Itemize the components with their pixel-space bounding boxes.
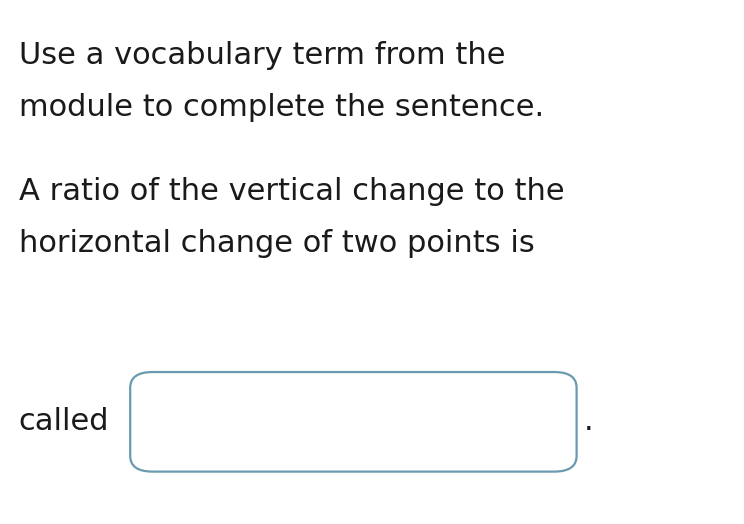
Text: Use a vocabulary term from the: Use a vocabulary term from the [19,40,505,70]
Text: A ratio of the vertical change to the: A ratio of the vertical change to the [19,177,564,206]
FancyBboxPatch shape [130,372,577,472]
Text: .: . [584,407,594,436]
Text: horizontal change of two points is: horizontal change of two points is [19,229,534,258]
Text: module to complete the sentence.: module to complete the sentence. [19,93,544,122]
Text: called: called [19,407,109,436]
